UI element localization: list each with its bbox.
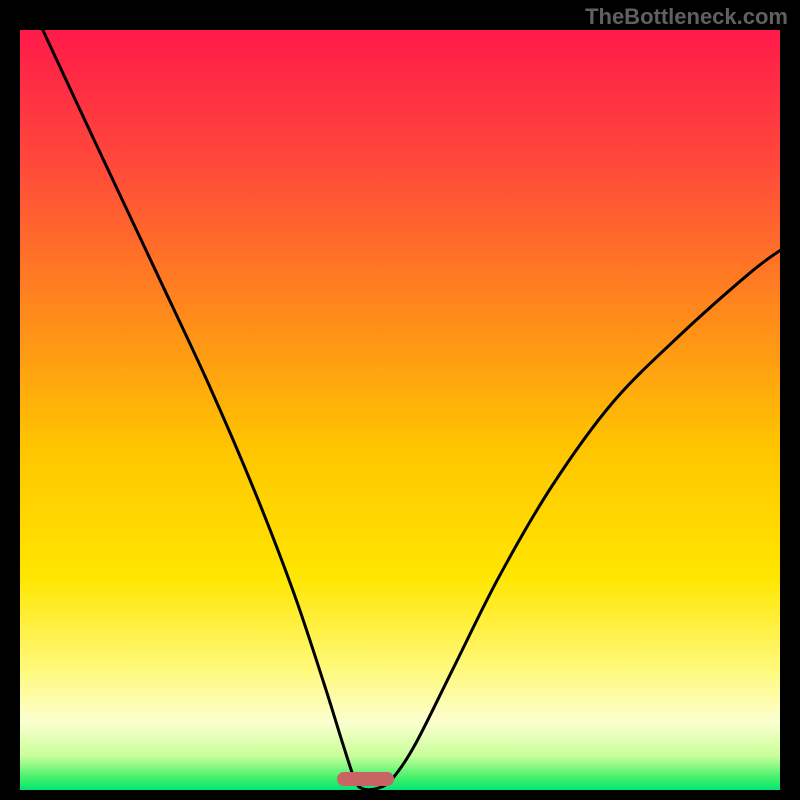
bottleneck-marker: [337, 772, 394, 786]
watermark-label: TheBottleneck.com: [585, 4, 788, 30]
curve-svg: [20, 30, 780, 790]
plot-area: [20, 30, 780, 790]
v-curve-path: [43, 30, 780, 790]
